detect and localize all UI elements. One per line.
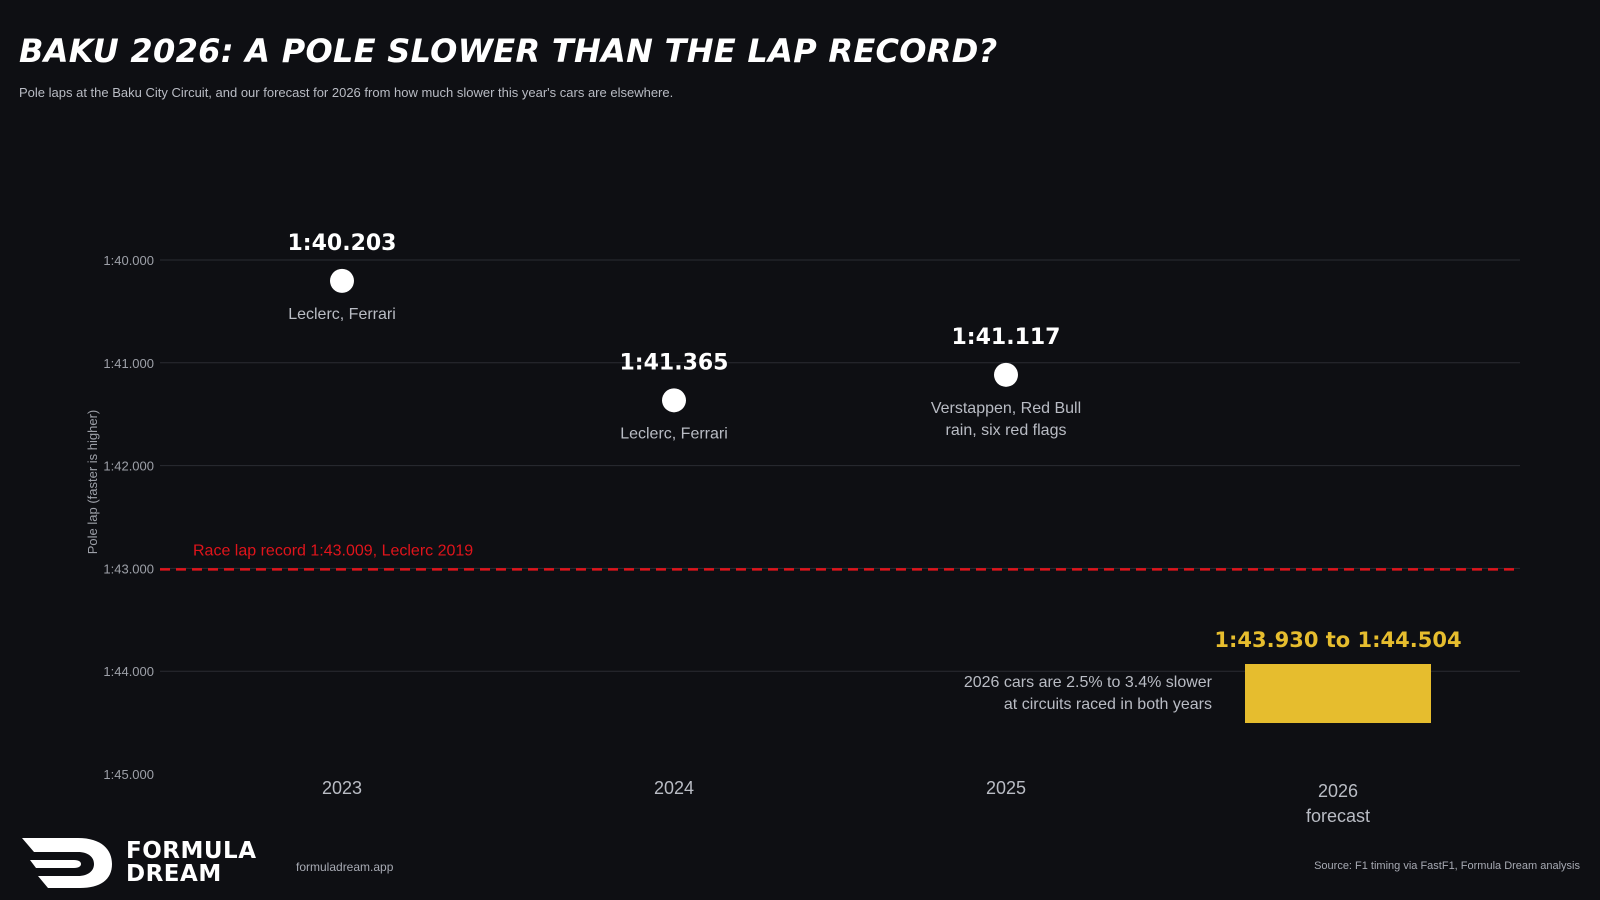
point-annotation: Leclerc, Ferrari [288,306,396,323]
logo-line-1: FORMULA [126,838,257,864]
point-annotation: rain, six red flags [946,422,1067,439]
data-point [994,362,1018,387]
chart-subtitle: Pole laps at the Baku City Circuit, and … [19,85,674,100]
y-tick-label: 1:43.000 [103,561,154,576]
point-annotation: Leclerc, Ferrari [620,425,728,442]
data-label: 1:41.365 [619,350,728,375]
forecast-annotation: at circuits raced in both years [1004,696,1212,713]
forecast-range-bar [1245,664,1431,724]
y-tick-label: 1:41.000 [103,356,154,371]
lap-record-label: Race lap record 1:43.009, Leclerc 2019 [193,542,473,559]
formula-dream-logo-icon [22,838,112,888]
data-point [662,388,686,413]
logo-line-2: DREAM [126,861,222,887]
x-tick-label: 2024 [654,778,694,798]
pole-lap-chart: 1:40.000 1:41.000 1:42.000 1:43.000 1:44.000… [85,231,1520,826]
chart-title: BAKU 2026: A POLE SLOWER THAN THE LAP RE… [19,32,998,70]
footer-url: formuladream.app [296,860,394,874]
y-tick-label: 1:45.000 [103,767,154,782]
y-tick-label: 1:44.000 [103,664,154,679]
x-tick-label: 2026 [1318,781,1358,801]
data-point [330,268,354,293]
y-tick-label: 1:40.000 [103,253,154,268]
forecast-annotation: 2026 cars are 2.5% to 3.4% slower [964,674,1213,691]
y-tick-label: 1:42.000 [103,459,154,474]
y-axis-label: Pole lap (faster is higher) [85,410,100,555]
forecast-label: 1:43.930 to 1:44.504 [1214,628,1461,652]
x-tick-label: 2025 [986,778,1026,798]
logo-wordmark: FORMULA DREAM [126,840,257,886]
x-tick-label: 2023 [322,778,362,798]
point-annotation: Verstappen, Red Bull [931,400,1081,417]
x-tick-sublabel: forecast [1306,806,1370,826]
data-label: 1:40.203 [287,231,396,256]
data-label: 1:41.117 [951,325,1060,350]
footer-source: Source: F1 timing via FastF1, Formula Dr… [1314,860,1580,872]
